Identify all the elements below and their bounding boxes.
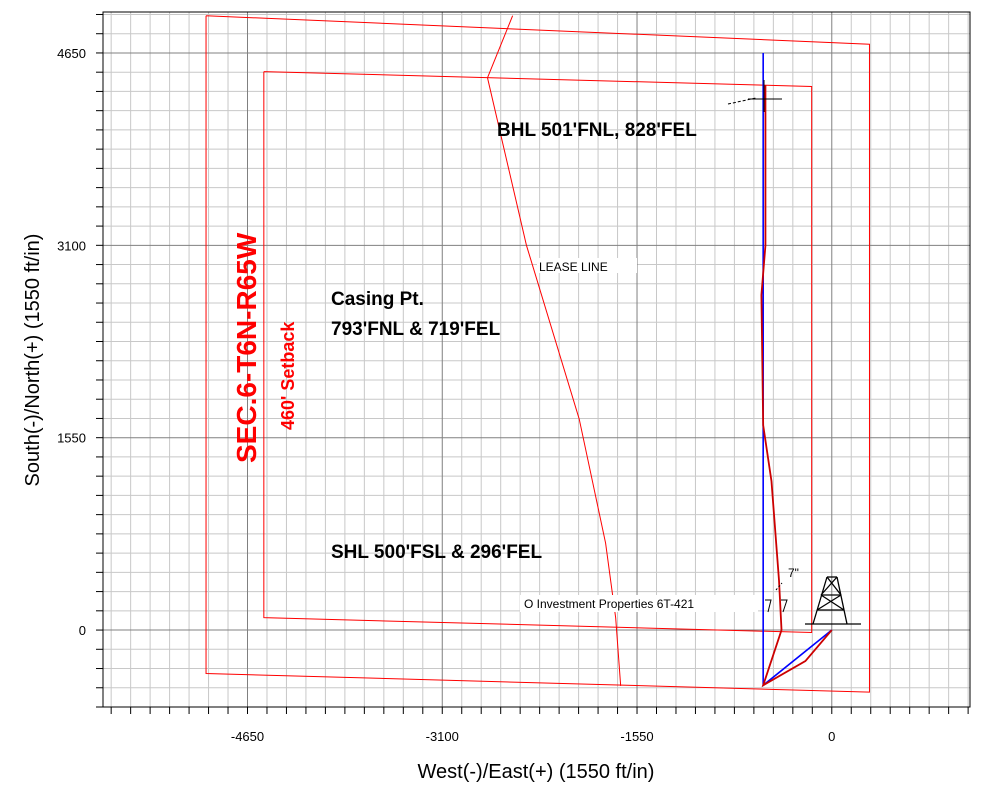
casing-point-label-line2: 793'FNL & 719'FEL [331, 319, 501, 340]
lease-line-label-bg [537, 258, 637, 273]
x-tick-label: 0 [828, 729, 835, 744]
casing-size-label: 7" [788, 566, 799, 580]
y-axis-title: South(-)/North(+) (1550 ft/in) [22, 234, 44, 487]
bhl-target-icon [727, 80, 782, 112]
drilling-rig-icon [805, 576, 861, 625]
y-tick-label: 3100 [57, 238, 86, 253]
y-tick-label: 1550 [57, 431, 86, 446]
lease-line-label: LEASE LINE [539, 260, 608, 274]
series-actual-line [760, 85, 833, 688]
x-tick-label: -4650 [231, 729, 264, 744]
bhl-label: BHL 501'FNL, 828'FEL [497, 120, 697, 141]
y-tick-labels: 0 1550 3100 4650 [57, 46, 86, 638]
y-axis-ticks [96, 13, 103, 708]
setback-label: 460' Setback [278, 321, 298, 430]
shl-label: SHL 500'FSL & 296'FEL [331, 542, 542, 563]
major-grid [103, 12, 970, 707]
setback-line [263, 71, 813, 634]
section-label: SEC.6-T6N-R65W [231, 232, 262, 463]
y-tick-label: 0 [79, 623, 86, 638]
section-boundary-line [205, 15, 870, 693]
rig-label-bg [520, 595, 758, 612]
x-tick-labels: -4650 -3100 -1550 0 [231, 729, 836, 744]
x-axis-ticks [110, 707, 969, 714]
casing-marker-icon [765, 582, 788, 613]
rig-label: O Investment Properties 6T-421 [524, 597, 694, 611]
x-axis-title: West(-)/East(+) (1550 ft/in) [418, 761, 655, 783]
y-tick-label: 4650 [57, 46, 86, 61]
x-tick-label: -3100 [426, 729, 459, 744]
x-tick-label: -1550 [620, 729, 653, 744]
lease-line [486, 15, 622, 686]
plot-frame [102, 11, 971, 708]
casing-point-label-line1: Casing Pt. [331, 289, 424, 310]
